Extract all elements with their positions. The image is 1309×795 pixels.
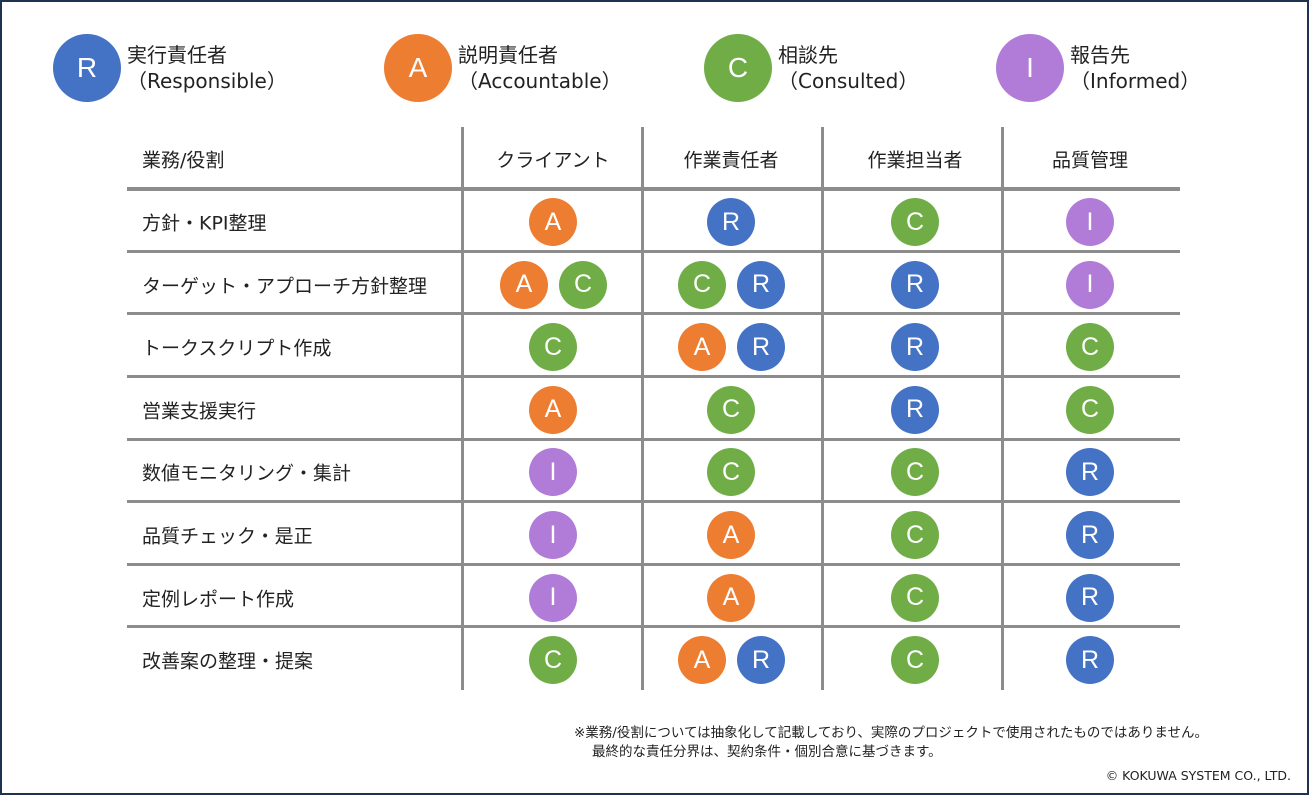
row-divider [127,563,1180,566]
raci-badge-c: C [891,573,939,622]
raci-badge-r: R [1066,448,1114,497]
raci-badge-a: A [529,198,577,246]
copyright: © KOKUWA SYSTEM CO., LTD. [1105,768,1291,783]
raci-badge-a: A [678,636,726,685]
raci-badge-c: C [1066,323,1114,372]
raci-badge-c: C [559,260,607,309]
legend-badge-a: A [384,34,452,102]
raci-badge-a: A [707,573,755,622]
legend-label-en: （Informed） [1070,69,1201,93]
header-task: 業務/役割 [142,149,225,172]
raci-badge-r: R [1066,511,1114,559]
raci-badge-r: R [891,323,939,372]
raci-badge-a: A [529,385,577,434]
raci-badge-r: R [891,385,939,434]
task-label: ターゲット・アプローチ方針整理 [142,275,428,298]
row-divider [127,312,1180,315]
header-role: 作業責任者 [683,149,779,172]
legend-badge-c: C [704,34,772,102]
raci-badge-c: C [707,448,755,497]
legend-label-en: （Accountable） [458,69,622,93]
raci-badge-r: R [737,323,785,372]
legend-label: 報告先 （Informed） [1070,42,1200,94]
footnote-line-2: 最終的な責任分界は、契約条件・個別合意に基づきます。 [592,744,942,760]
raci-badge-c: C [891,636,939,685]
column-divider [641,127,644,690]
legend-label: 説明責任者 （Accountable） [458,42,622,94]
raci-badge-i: I [1066,260,1114,309]
raci-badge-c: C [529,323,577,372]
legend-badge-r: R [53,34,121,102]
task-label: 定例レポート作成 [142,588,295,611]
row-divider [127,438,1180,441]
raci-badge-c: C [678,260,726,309]
legend-label-ja: 実行責任者 [127,43,227,67]
legend-label-en: （Responsible） [127,69,287,93]
legend-label-ja: 相談先 [778,43,838,67]
raci-badge-r: R [1066,573,1114,622]
row-divider [127,250,1180,253]
raci-badge-c: C [891,448,939,497]
raci-badge-r: R [1066,636,1114,685]
legend-label-ja: 報告先 [1070,43,1130,67]
raci-badge-a: A [707,511,755,559]
footnote: ※業務/役割については抽象化して記載しており、実際のプロジェクトで使用されたもの… [574,724,1208,762]
legend-label: 相談先 （Consulted） [778,42,918,94]
raci-badge-r: R [891,260,939,309]
raci-badge-i: I [1066,198,1114,246]
task-label: 品質チェック・是正 [142,525,313,548]
raci-badge-a: A [678,323,726,372]
task-label: トークスクリプト作成 [142,337,332,360]
raci-badge-c: C [707,385,755,434]
raci-badge-a: A [500,260,548,309]
header-role: 品質管理 [1051,149,1129,172]
legend-label-en: （Consulted） [778,69,919,93]
header-role: 作業担当者 [867,149,963,172]
legend-label: 実行責任者 （Responsible） [127,42,287,94]
header-role: クライアント [496,149,610,172]
raci-badge-c: C [891,511,939,559]
column-divider [821,127,824,690]
raci-badge-c: C [1066,385,1114,434]
raci-badge-i: I [529,511,577,559]
legend-badge-i: I [996,34,1064,102]
task-label: 営業支援実行 [142,400,257,423]
task-label: 数値モニタリング・集計 [142,462,352,485]
row-divider [127,625,1180,628]
raci-badge-r: R [707,198,755,246]
row-divider [127,187,1180,191]
row-divider [127,500,1180,503]
raci-badge-r: R [737,260,785,309]
raci-badge-c: C [529,636,577,685]
column-divider [461,127,464,690]
column-divider [1001,127,1004,690]
task-label: 方針・KPI整理 [142,212,267,235]
raci-badge-c: C [891,198,939,246]
raci-badge-r: R [737,636,785,685]
raci-badge-i: I [529,573,577,622]
legend-label-ja: 説明責任者 [458,43,558,67]
row-divider [127,375,1180,378]
raci-badge-i: I [529,448,577,497]
task-label: 改善案の整理・提案 [142,650,314,673]
footnote-line-1: ※業務/役割については抽象化して記載しており、実際のプロジェクトで使用されたもの… [574,725,1209,741]
